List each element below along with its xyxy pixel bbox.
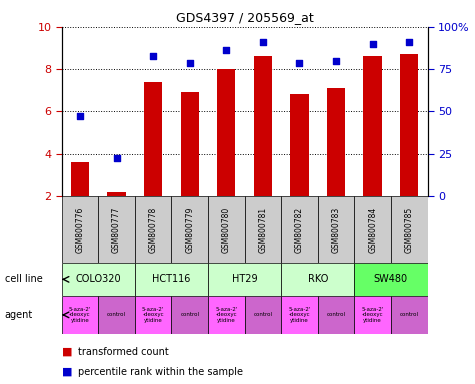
Bar: [98, 296, 135, 334]
Text: control: control: [399, 312, 419, 318]
Bar: [281, 296, 318, 334]
Bar: [171, 296, 208, 334]
Point: [222, 47, 230, 53]
Text: GSM800780: GSM800780: [222, 206, 231, 253]
Point: [295, 60, 304, 66]
Text: GSM800778: GSM800778: [149, 206, 158, 253]
Text: control: control: [254, 312, 273, 318]
Text: GSM800782: GSM800782: [295, 206, 304, 253]
Bar: [391, 196, 428, 263]
Point: [186, 60, 194, 66]
Bar: [290, 94, 309, 196]
Text: ■: ■: [62, 366, 72, 377]
Text: GSM800776: GSM800776: [76, 206, 85, 253]
Point: [113, 155, 121, 161]
Bar: [354, 263, 428, 296]
Bar: [208, 196, 245, 263]
Bar: [62, 263, 135, 296]
Text: RKO: RKO: [308, 274, 328, 285]
Bar: [245, 196, 281, 263]
Bar: [98, 196, 135, 263]
Bar: [135, 263, 208, 296]
Bar: [144, 82, 162, 196]
Bar: [217, 69, 236, 196]
Text: HT29: HT29: [232, 274, 257, 285]
Text: GSM800777: GSM800777: [112, 206, 121, 253]
Text: GSM800781: GSM800781: [258, 206, 267, 253]
Text: COLO320: COLO320: [76, 274, 121, 285]
Text: 5-aza-2'
-deoxyc
ytidine: 5-aza-2' -deoxyc ytidine: [69, 306, 91, 323]
Bar: [208, 263, 281, 296]
Bar: [71, 162, 89, 196]
Text: GSM800785: GSM800785: [405, 206, 414, 253]
Bar: [318, 196, 354, 263]
Text: GSM800783: GSM800783: [332, 206, 341, 253]
Point: [332, 58, 340, 64]
Point: [259, 39, 267, 45]
Text: 5-aza-2'
-deoxyc
ytidine: 5-aza-2' -deoxyc ytidine: [215, 306, 238, 323]
Bar: [391, 296, 428, 334]
Bar: [354, 196, 391, 263]
Text: cell line: cell line: [5, 274, 42, 285]
Text: control: control: [327, 312, 346, 318]
Text: control: control: [180, 312, 200, 318]
Text: percentile rank within the sample: percentile rank within the sample: [78, 366, 243, 377]
Bar: [400, 55, 418, 196]
Bar: [363, 56, 382, 196]
Point: [149, 53, 157, 60]
Point: [76, 113, 84, 119]
Text: ■: ■: [62, 346, 72, 357]
Title: GDS4397 / 205569_at: GDS4397 / 205569_at: [176, 11, 314, 24]
Bar: [354, 296, 391, 334]
Point: [369, 41, 377, 47]
Bar: [171, 196, 208, 263]
Bar: [135, 296, 171, 334]
Text: control: control: [107, 312, 126, 318]
Bar: [327, 88, 345, 196]
Bar: [281, 263, 354, 296]
Bar: [281, 196, 318, 263]
Text: 5-aza-2'
-deoxyc
ytidine: 5-aza-2' -deoxyc ytidine: [288, 306, 311, 323]
Text: GSM800779: GSM800779: [185, 206, 194, 253]
Text: 5-aza-2'
-deoxyc
ytidine: 5-aza-2' -deoxyc ytidine: [142, 306, 164, 323]
Text: HCT116: HCT116: [152, 274, 190, 285]
Bar: [62, 196, 98, 263]
Text: 5-aza-2'
-deoxyc
ytidine: 5-aza-2' -deoxyc ytidine: [361, 306, 384, 323]
Bar: [245, 296, 281, 334]
Bar: [208, 296, 245, 334]
Bar: [180, 92, 199, 196]
Bar: [254, 56, 272, 196]
Bar: [318, 296, 354, 334]
Point: [405, 39, 413, 45]
Text: SW480: SW480: [374, 274, 408, 285]
Bar: [135, 196, 171, 263]
Bar: [62, 296, 98, 334]
Text: agent: agent: [5, 310, 33, 320]
Bar: [107, 192, 126, 196]
Text: GSM800784: GSM800784: [368, 206, 377, 253]
Text: transformed count: transformed count: [78, 346, 169, 357]
